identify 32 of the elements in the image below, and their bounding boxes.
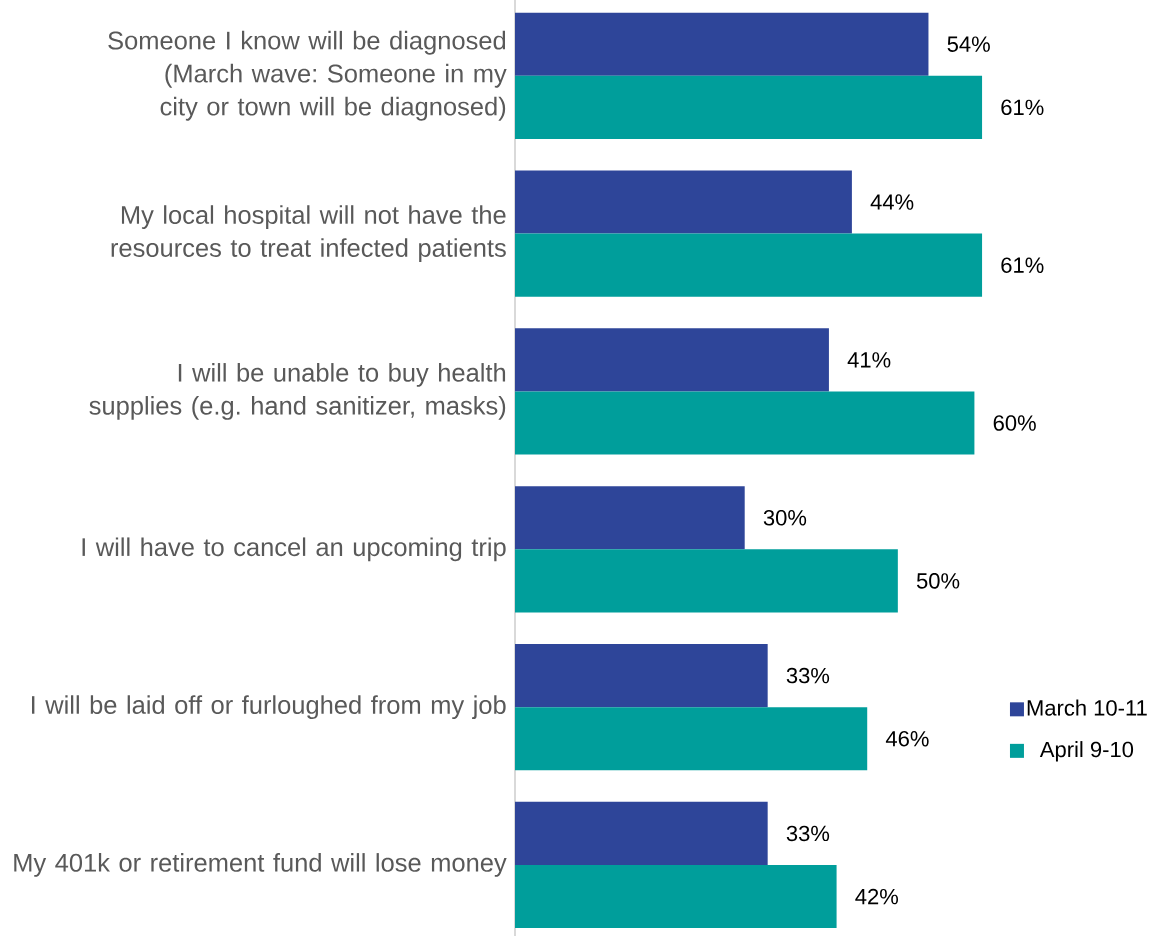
data-label: 30%: [763, 509, 807, 526]
legend-label: April 9-10: [1039, 741, 1134, 762]
bar: [515, 233, 983, 297]
data-label: 46%: [885, 730, 929, 747]
data-label: 61%: [1001, 99, 1044, 116]
y-tick-label: I will be laid off or furloughed from my job: [32, 695, 506, 720]
bar: [515, 644, 768, 708]
data-label: 42%: [855, 888, 899, 905]
bar: [515, 170, 852, 234]
data-label: 60%: [993, 415, 1036, 431]
data-label: 54%: [947, 36, 990, 52]
y-tick-label: I will have to cancel an upcoming trip: [82, 537, 506, 562]
bar: [515, 328, 829, 392]
y-tick-label: Someone I know will be diagnosed (March wave: Someone in my city or town will be diagnosed): [108, 30, 507, 121]
y-tick-label: My 401k or retirement fund will lose money: [14, 853, 507, 877]
bar: [515, 864, 837, 929]
bar: [515, 707, 868, 771]
data-label: 33%: [786, 825, 830, 842]
y-tick-label: I will be unable to buy health supplies (e.g. hand sanitizer, masks): [89, 363, 506, 420]
bar: [515, 486, 745, 550]
bar: [515, 75, 983, 139]
data-label: 44%: [870, 194, 914, 210]
data-label: 41%: [847, 352, 891, 368]
data-label: 50%: [916, 573, 960, 589]
bar: [515, 801, 768, 865]
bar: [515, 549, 898, 613]
bar: [515, 12, 929, 76]
legend-label: March 10-11: [1027, 699, 1147, 716]
bar: [515, 391, 975, 455]
y-tick-label: My local hospital will not have the resources to treat infected patients: [111, 205, 506, 262]
data-label: 33%: [786, 667, 830, 684]
data-label: 61%: [1001, 257, 1044, 273]
